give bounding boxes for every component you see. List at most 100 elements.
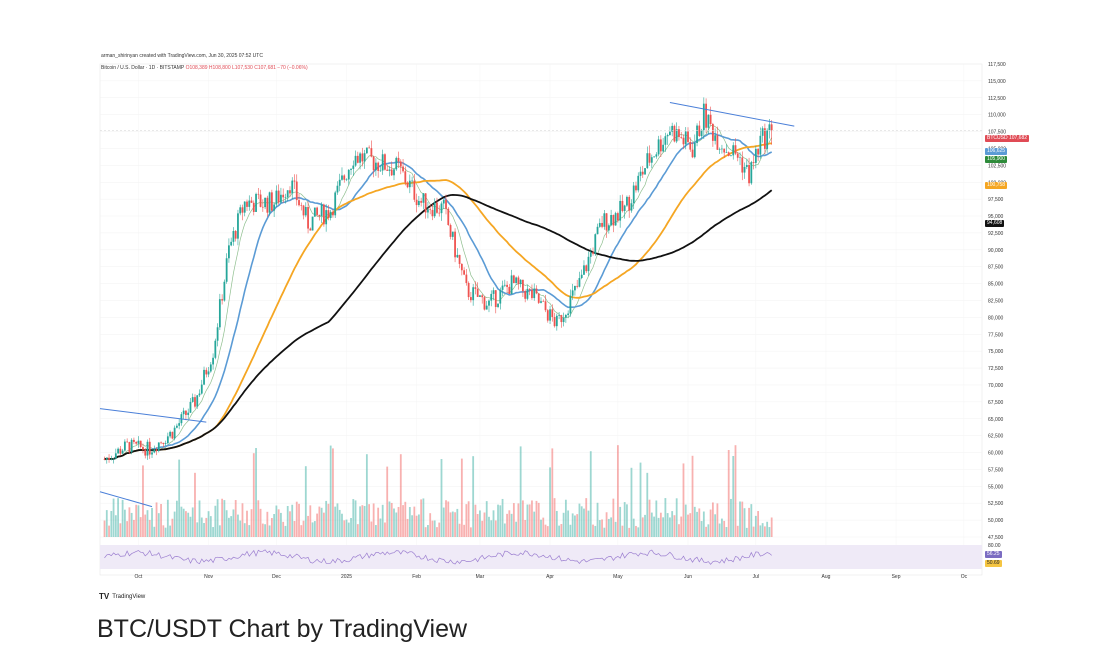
- candle-body: [526, 288, 529, 299]
- candle-body: [365, 147, 368, 154]
- candle-body: [605, 213, 608, 231]
- volume-bar: [436, 527, 438, 537]
- volume-bar: [583, 508, 585, 537]
- candle-body: [309, 228, 312, 231]
- volume-bar: [702, 511, 705, 537]
- volume-bar: [659, 512, 662, 537]
- volume-bar: [375, 525, 377, 537]
- volume-bar: [666, 513, 669, 537]
- candle-body: [626, 196, 628, 206]
- volume-bar: [761, 523, 764, 537]
- volume-bar: [580, 506, 583, 537]
- y-tick-label: 55,000: [988, 484, 1004, 490]
- candle-body: [544, 301, 547, 311]
- candle-body: [684, 131, 687, 145]
- candle-body: [370, 148, 373, 157]
- volume-bar: [460, 458, 463, 537]
- candle-body: [553, 317, 556, 327]
- volume-bar: [180, 506, 183, 537]
- candle-body: [289, 190, 291, 194]
- candle-body: [336, 185, 339, 193]
- volume-bar: [693, 506, 696, 537]
- candle-body: [397, 157, 400, 162]
- volume-bar: [277, 509, 280, 537]
- chart-caption: BTC/USDT Chart by TradingView: [97, 615, 468, 643]
- volume-bar: [246, 510, 248, 537]
- volume-bar: [334, 506, 337, 537]
- volume-bar: [270, 517, 273, 537]
- volume-bar: [250, 509, 253, 537]
- candle-body: [300, 205, 303, 206]
- volume-bar: [657, 517, 660, 537]
- ma-thin-line: [104, 125, 773, 460]
- volume-bar: [522, 500, 524, 537]
- candle-body: [678, 129, 680, 138]
- volume-bar: [390, 502, 393, 537]
- candle-body: [585, 265, 588, 272]
- price-tag: 105,900: [985, 156, 1008, 163]
- candle-body: [551, 309, 554, 318]
- trendline: [669, 102, 795, 127]
- volume-bar: [268, 525, 271, 537]
- candle-body: [603, 213, 606, 227]
- volume-bar: [151, 507, 153, 537]
- volume-bar: [166, 499, 169, 537]
- volume-bar: [438, 522, 441, 537]
- x-tick-label: Nov: [204, 574, 213, 580]
- tradingview-chart[interactable]: 117,500115,000112,500110,000107,500105,0…: [0, 0, 1097, 600]
- price-chart-svg[interactable]: 117,500115,000112,500110,000107,500105,0…: [0, 0, 1097, 600]
- candle-body: [709, 114, 712, 125]
- volume-bar: [707, 524, 710, 537]
- tradingview-logo-icon: ⁠TV: [99, 592, 110, 601]
- volume-bar: [626, 504, 628, 537]
- candle-body: [628, 196, 631, 211]
- candle-body: [293, 180, 296, 182]
- x-tick-label: Apr: [546, 574, 554, 580]
- volume-bar: [476, 514, 479, 537]
- volume-bar: [313, 521, 316, 537]
- candle-body: [164, 443, 167, 444]
- candle-body: [700, 130, 703, 137]
- volume-bar: [492, 510, 495, 537]
- candle-body: [259, 194, 262, 207]
- candle-body: [388, 169, 391, 171]
- candle-body: [648, 153, 651, 163]
- volume-bar: [139, 517, 142, 537]
- candle-body: [325, 210, 328, 225]
- candle-body: [479, 295, 481, 297]
- volume-bar: [361, 505, 364, 537]
- trendline: [99, 408, 207, 423]
- ma-fast-line: [104, 132, 773, 461]
- candle-body: [223, 281, 226, 301]
- candle-body: [182, 410, 185, 415]
- volume-bar: [718, 523, 721, 537]
- candle-body: [153, 449, 156, 453]
- candle-body: [406, 182, 409, 188]
- volume-bar: [363, 505, 366, 537]
- candle-body: [277, 190, 280, 203]
- volume-bar: [589, 451, 592, 537]
- volume-bar: [605, 512, 608, 537]
- volume-bar: [406, 518, 409, 537]
- volume-bar: [711, 502, 714, 537]
- candle-body: [160, 442, 162, 444]
- candle-body: [596, 226, 599, 235]
- candle-body: [284, 197, 287, 198]
- volume-bar: [393, 508, 395, 537]
- candle-body: [612, 215, 615, 226]
- volume-bar: [424, 527, 427, 537]
- volume-bar: [146, 510, 149, 537]
- candle-body: [506, 284, 508, 287]
- candle-body: [639, 171, 642, 176]
- volume-bar: [727, 449, 730, 537]
- candle-body: [691, 149, 694, 158]
- candle-body: [225, 258, 228, 282]
- volume-bar: [700, 521, 703, 537]
- volume-bar: [687, 514, 689, 537]
- candle-body: [248, 200, 251, 207]
- candle-body: [221, 299, 224, 301]
- candle-body: [494, 290, 497, 307]
- volume-bar: [734, 445, 737, 537]
- volume-bar: [209, 516, 212, 537]
- candle-body: [449, 225, 452, 237]
